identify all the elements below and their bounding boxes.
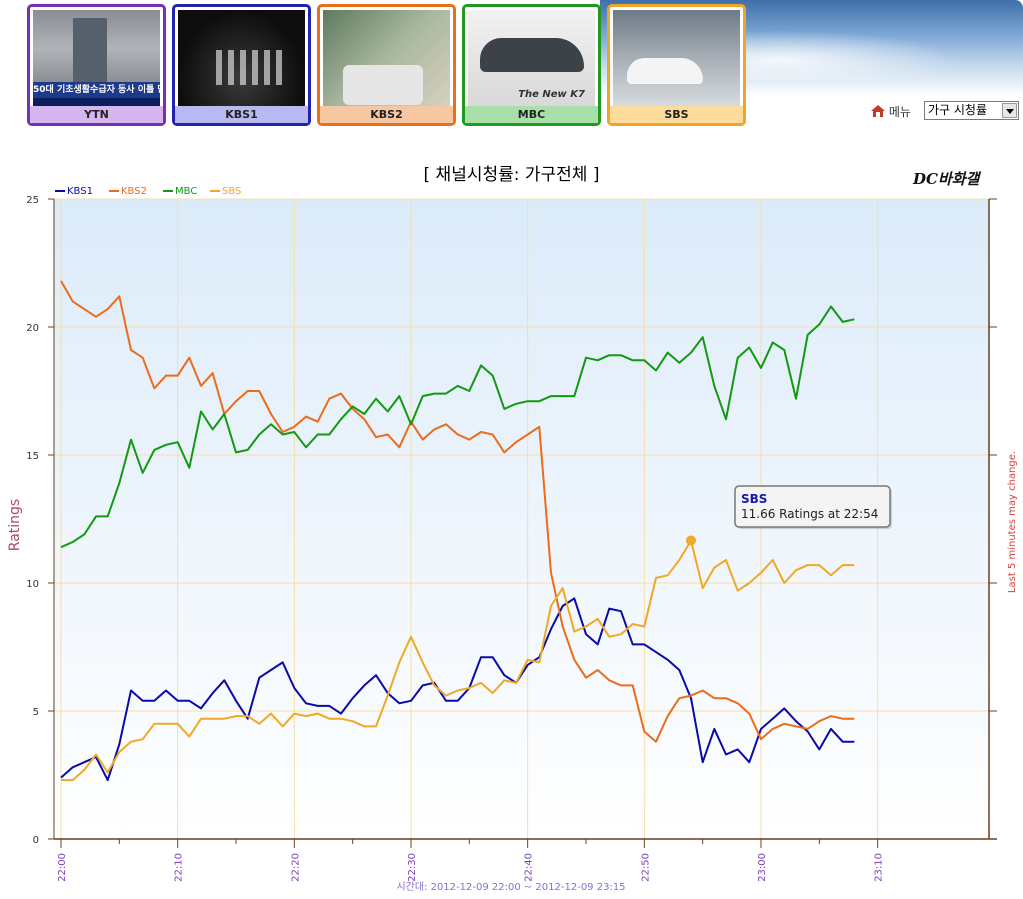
axes: 0 5 10 15 20 25 22:00 22:10 22:20 22:30 22:40 22:50… <box>26 195 997 882</box>
legend-item-label: KBS1 <box>67 186 93 197</box>
brand-watermark: DC바화갤 <box>913 170 980 188</box>
series-line-mbc <box>60 305 855 549</box>
thumbnail-bed-scene <box>343 65 423 105</box>
series-line-kbs1 <box>60 597 855 782</box>
channel-thumbnail-ytn: 50대 기초생활수급자 동사 이틀 만에 발견 <box>33 10 160 108</box>
rating-type-select[interactable]: 가구 시청률 <box>924 101 1019 120</box>
channel-card-mbc[interactable]: The New K7 MBC <box>462 4 601 126</box>
channel-thumbnail-mbc: The New K7 <box>468 10 595 108</box>
tooltip-value: 11.66 Ratings at 22:54 <box>741 507 878 521</box>
thumbnail-building-sign <box>73 18 107 92</box>
channel-card-sbs[interactable]: SBS <box>607 4 746 126</box>
series-line-kbs2 <box>60 280 855 743</box>
series-lines <box>60 280 855 782</box>
legend-item-label: SBS <box>222 186 241 197</box>
channel-card-kbs2[interactable]: KBS2 <box>317 4 456 126</box>
y-tick-label: 0 <box>33 835 39 846</box>
channel-thumbnail-kbs1 <box>178 10 305 108</box>
channel-thumbnail-kbs2 <box>323 10 450 108</box>
x-tick-label: 22:30 <box>407 853 418 882</box>
y-tick-label: 25 <box>26 195 39 206</box>
y-tick-label: 10 <box>26 579 39 590</box>
x-tick-label: 22:50 <box>640 853 651 882</box>
thumbnail-news-ticker <box>33 98 160 108</box>
last-minutes-note: Last 5 minutes may change. <box>1007 451 1018 593</box>
tooltip-box <box>734 485 891 528</box>
legend: KBS1 KBS2 MBC SBS <box>55 186 241 197</box>
x-tick-label: 23:10 <box>874 853 885 882</box>
thumbnail-news-caption: 50대 기초생활수급자 동사 이틀 만에 발견 <box>33 82 160 98</box>
y-tick-label: 15 <box>26 451 39 462</box>
x-tick-label: 22:40 <box>524 853 535 882</box>
thumbnail-car-ad <box>480 38 584 72</box>
legend-item-label: KBS2 <box>121 186 147 197</box>
menu-link[interactable]: 메뉴 <box>871 103 911 120</box>
x-tick-label: 22:10 <box>174 853 185 882</box>
channel-label-mbc: MBC <box>465 106 598 123</box>
channel-label-kbs1: KBS1 <box>175 106 308 123</box>
grid-lines <box>54 198 989 839</box>
channel-label-sbs: SBS <box>610 106 743 123</box>
x-tick-label: 22:00 <box>57 853 68 882</box>
rating-type-select-value: 가구 시청률 <box>928 103 988 117</box>
chevron-down-icon[interactable] <box>1002 103 1017 118</box>
menu-link-label: 메뉴 <box>888 105 911 119</box>
channel-label-ytn: YTN <box>30 106 163 123</box>
time-range-footer: 시간대: 2012-12-09 22:00 ~ 2012-12-09 23:15 <box>396 881 625 893</box>
y-axis-label: Ratings <box>7 499 23 551</box>
y-tick-label: 5 <box>33 707 39 718</box>
y-tick-label: 20 <box>26 323 39 334</box>
x-tick-label: 22:20 <box>290 853 301 882</box>
series-line-sbs <box>61 539 855 782</box>
channel-label-kbs2: KBS2 <box>320 106 453 123</box>
channel-card-ytn[interactable]: 50대 기초생활수급자 동사 이틀 만에 발견 YTN <box>27 4 166 126</box>
tooltip-series-name: SBS <box>741 492 767 506</box>
channel-thumbnail-sbs <box>613 10 740 108</box>
channel-card-kbs1[interactable]: KBS1 <box>172 4 311 126</box>
thumbnail-stage-figures <box>216 50 286 85</box>
home-icon <box>871 105 885 117</box>
chart-title: [ 채널시청률: 가구전체 ] <box>423 165 600 185</box>
thumbnail-car-ad <box>627 58 703 84</box>
tooltip-point <box>686 535 696 546</box>
thumbnail-ad-text: The New K7 <box>518 89 585 100</box>
x-tick-label: 23:00 <box>757 853 768 882</box>
legend-item-label: MBC <box>175 186 197 197</box>
